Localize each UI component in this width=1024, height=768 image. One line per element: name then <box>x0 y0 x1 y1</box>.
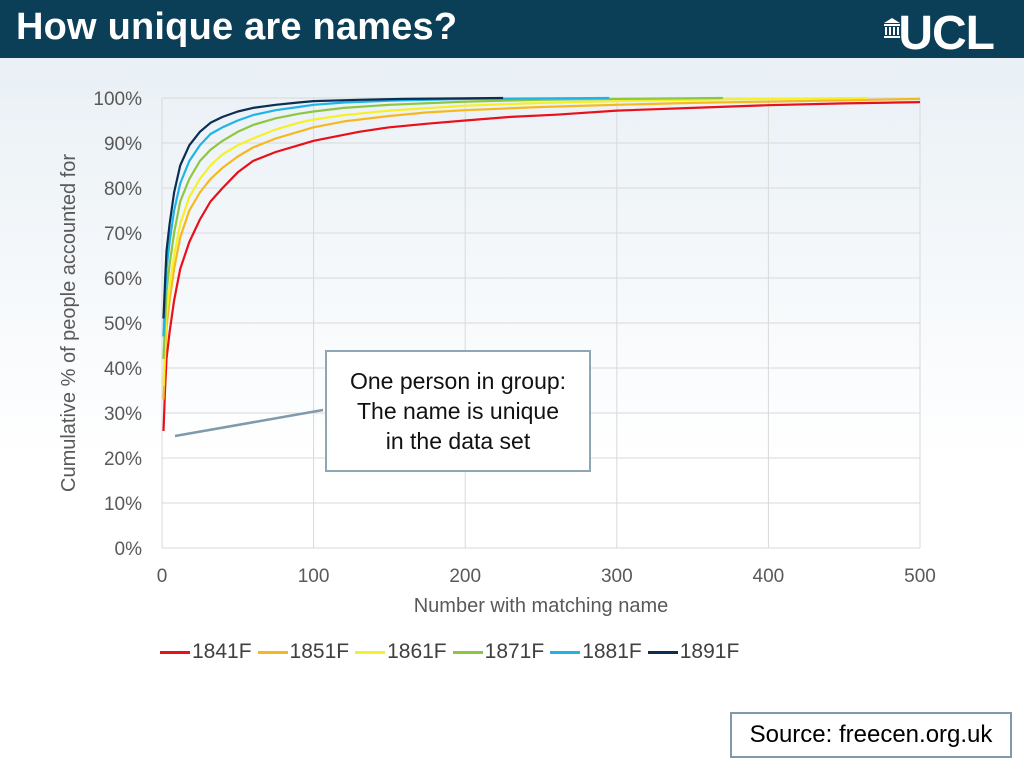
x-tick-label: 0 <box>157 566 168 587</box>
legend-label: 1891F <box>679 640 740 663</box>
legend-label: 1881F <box>582 640 642 663</box>
legend-item-1861F: 1861F <box>355 640 447 664</box>
y-tick-label: 20% <box>104 449 142 470</box>
legend-swatch <box>160 650 190 654</box>
chart-legend: 1841F 1851F 1861F 1871F 1881F 1891F <box>160 640 745 664</box>
x-tick-label: 300 <box>601 566 633 587</box>
source-text: Source: freecen.org.uk <box>749 721 993 748</box>
annotation-line-2: The name is unique <box>356 398 559 424</box>
y-tick-label: 100% <box>93 89 142 110</box>
y-tick-labels: 0% 10% 20% 30% 40% 50% 60% 70% 80% 90% 100% <box>93 89 142 560</box>
annotation-pointer <box>174 408 324 438</box>
chart-grid <box>161 97 921 549</box>
y-tick-label: 40% <box>104 359 142 380</box>
legend-item-1851F: 1851F <box>257 640 350 664</box>
annotation-callout: One person in group: The name is unique … <box>325 350 591 472</box>
x-tick-label: 500 <box>904 566 936 587</box>
legend-label: 1841F <box>192 640 252 663</box>
legend-label: 1861F <box>387 640 447 663</box>
annotation-line-3: in the data set <box>385 428 531 454</box>
series-line-1881F <box>162 96 610 337</box>
logo-wordmark: UCL <box>898 7 995 60</box>
ucl-logo: UCL <box>884 7 995 60</box>
series-line-1861F <box>162 96 867 387</box>
legend-item-1871F: 1871F <box>452 640 545 664</box>
source-box: Source: freecen.org.uk <box>730 712 1012 758</box>
legend-swatch <box>647 650 678 654</box>
y-tick-label: 80% <box>104 179 142 200</box>
legend-swatch <box>355 650 386 654</box>
y-tick-label: 90% <box>104 134 142 155</box>
slide-title: How unique are names? <box>16 6 458 48</box>
slide-header: How unique are names? UCL <box>0 0 1024 58</box>
series-line-1851F <box>162 97 921 400</box>
legend-item-1891F: 1891F <box>647 640 740 664</box>
y-tick-label: 70% <box>104 224 142 245</box>
x-axis-label: Number with matching name <box>414 595 669 617</box>
legend-swatch <box>452 650 483 654</box>
x-tick-label: 200 <box>449 566 481 587</box>
y-tick-label: 60% <box>104 269 142 290</box>
y-tick-label: 30% <box>104 404 142 425</box>
y-tick-label: 50% <box>104 314 142 335</box>
portico-icon <box>884 18 901 38</box>
legend-swatch <box>550 650 581 654</box>
x-tick-labels: 0 100 200 300 400 500 <box>157 566 936 587</box>
legend-item-1841F: 1841F <box>160 640 252 664</box>
x-tick-label: 400 <box>753 566 785 587</box>
legend-label: 1851F <box>289 640 350 663</box>
y-tick-label: 0% <box>115 539 143 560</box>
legend-swatch <box>257 650 288 654</box>
x-tick-label: 100 <box>298 566 330 587</box>
series-line-1891F <box>162 96 504 319</box>
annotation-line-1: One person in group: <box>349 368 567 394</box>
legend-label: 1871F <box>484 640 545 663</box>
y-axis-label: Cumulative % of people accounted for <box>58 154 80 492</box>
line-chart: 0% 10% 20% 30% 40% 50% 60% 70% 80% 90% 100% 0 100 20… <box>58 89 936 617</box>
series-line-1841F <box>162 101 921 432</box>
series-line-1871F <box>162 96 723 360</box>
legend-item-1881F: 1881F <box>550 640 642 664</box>
y-tick-label: 10% <box>104 494 142 515</box>
series-lines <box>162 96 921 432</box>
